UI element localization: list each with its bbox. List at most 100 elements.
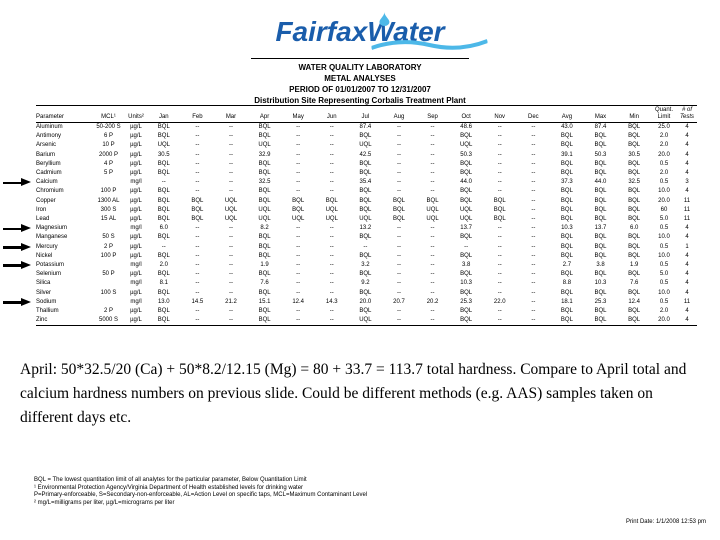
table-cell: 4	[685, 262, 689, 269]
report-header: WATER QUALITY LABORATORY METAL ANALYSES …	[0, 62, 720, 106]
table-cell: BQL	[392, 206, 405, 213]
table-cell: --	[497, 151, 502, 158]
table-cell: 12.4	[628, 298, 640, 305]
table-cell: BQL	[325, 197, 338, 204]
hardness-annotation: April: 50*32.5/20 (Ca) + 50*8.2/12.15 (M…	[20, 361, 687, 426]
table-cell: BQL	[628, 243, 641, 250]
table-cell: --	[329, 308, 334, 315]
table-cell: --	[329, 243, 334, 250]
footnote-line: BQL = The lowest quantitation limit of a…	[34, 477, 307, 483]
table-cell: BQL	[628, 133, 641, 140]
table-cell: 1.9	[260, 262, 269, 269]
arrow-sodium-row	[3, 297, 32, 307]
parameter-name: Silica	[36, 280, 51, 287]
table-cell: --	[531, 280, 536, 287]
table-cell: --	[531, 262, 536, 269]
arrow-shaft	[3, 227, 22, 231]
table-cell: --	[228, 262, 233, 269]
table-cell: UQL	[459, 142, 473, 149]
table-cell: --	[195, 234, 200, 241]
column-header: Feb	[180, 105, 215, 123]
table-cell: BQL	[191, 197, 204, 204]
table-cell: BQL	[628, 124, 641, 130]
table-cell: BQL	[258, 160, 271, 167]
table-cell: --	[329, 262, 334, 269]
table-cell: BQL	[560, 160, 573, 167]
table-header-row: Parameter MCL¹ Units² Jan Feb Mar Apr May Jun Jul…	[36, 105, 697, 123]
table-cell: UQL	[292, 216, 305, 223]
table-cell: UQL	[459, 216, 473, 223]
table-cell: --	[396, 133, 401, 140]
table-cell: BQL	[594, 308, 607, 315]
table-cell: 300 S	[100, 206, 117, 213]
table-cell: BQL	[560, 271, 573, 278]
table-cell: --	[396, 225, 401, 232]
table-cell: 4	[685, 225, 689, 232]
arrow-shaft	[3, 301, 22, 304]
table-cell: µg/L	[130, 216, 142, 223]
table-cell: BQL	[628, 271, 641, 278]
parameter-name: Chromium	[36, 188, 64, 195]
table-row: Barium 2000 P µg/L 30.5 -- -- 32.9 -- -- 42.5 -- --…	[36, 151, 697, 160]
table-cell: 0.5	[659, 160, 669, 167]
table-cell: 10.0	[658, 289, 670, 296]
table-cell: BQL	[292, 197, 305, 204]
table-cell: 2.0	[159, 262, 168, 269]
table-cell: BQL	[247, 316, 282, 327]
table-cell: BQL	[628, 170, 641, 177]
table-cell: mg/l	[130, 298, 142, 305]
table-cell: BQL	[628, 197, 641, 204]
table-cell: --	[329, 280, 334, 287]
table-cell: 7.6	[260, 280, 269, 287]
arrow-mercury-row	[3, 242, 32, 252]
table-cell: BQL	[359, 206, 372, 213]
table-cell: --	[497, 188, 502, 195]
table-cell: 21.2	[225, 298, 237, 305]
table-cell: BQL	[258, 124, 271, 130]
table-cell: --	[430, 225, 435, 232]
table-cell: --	[430, 188, 435, 195]
table-cell: BQL	[560, 133, 573, 140]
table-cell: --	[296, 271, 301, 278]
column-header: Jun	[314, 105, 349, 123]
table-cell: 37.3	[561, 179, 573, 186]
table-cell: BQL	[359, 133, 372, 140]
table-cell: 3	[685, 179, 689, 186]
table-cell: --	[228, 225, 233, 232]
table-cell: 7.6	[629, 280, 639, 287]
table-cell: 8.1	[159, 280, 168, 287]
table-cell: --	[195, 225, 200, 232]
table-row: Calcium mg/l -- -- -- 32.5 -- -- 35.4 -- -- 44.0 -- -…	[36, 178, 697, 187]
table-cell: BQL	[628, 188, 641, 195]
table-cell: BQL	[449, 316, 483, 327]
table-cell: UQL	[325, 216, 338, 223]
parameter-name: Potassium	[36, 262, 65, 269]
table-cell: BQL	[157, 308, 170, 315]
footnote-line: ¹ Environmental Protection Agency/Virgin…	[34, 484, 304, 491]
table-cell: BQL	[191, 216, 204, 223]
table-cell: 3.8	[596, 262, 605, 269]
table-cell: --	[531, 298, 536, 305]
table-cell: 13.0	[157, 298, 170, 305]
table-cell: --	[329, 170, 334, 177]
table-row: Magnesium mg/l 6.0 -- -- 8.2 -- -- 13.2 -- -- 13.7 -…	[36, 224, 697, 233]
table-cell: BQL	[594, 197, 607, 204]
table-cell: BQL	[560, 170, 573, 177]
table-cell: 4	[685, 280, 689, 287]
table-cell: --	[396, 160, 401, 167]
table-cell: --	[430, 308, 435, 315]
table-cell: --	[228, 234, 233, 241]
table-cell: 25.0	[658, 124, 670, 130]
table-cell: µg/L	[130, 197, 142, 204]
table-cell: BQL	[594, 160, 607, 167]
table-cell: BQL	[258, 170, 271, 177]
table-cell: BQL	[594, 188, 607, 195]
table-cell: BQL	[359, 271, 372, 278]
table-cell: --	[161, 179, 166, 186]
table-cell: 10.0	[658, 234, 670, 241]
table-cell: --	[497, 225, 502, 232]
table-row: Silver 100 S µg/L BQL -- -- BQL -- -- BQL -- -- BQL -…	[36, 289, 697, 298]
table-cell: --	[281, 316, 315, 327]
table-cell: BQL	[460, 197, 473, 204]
table-cell: UQL	[426, 206, 439, 213]
